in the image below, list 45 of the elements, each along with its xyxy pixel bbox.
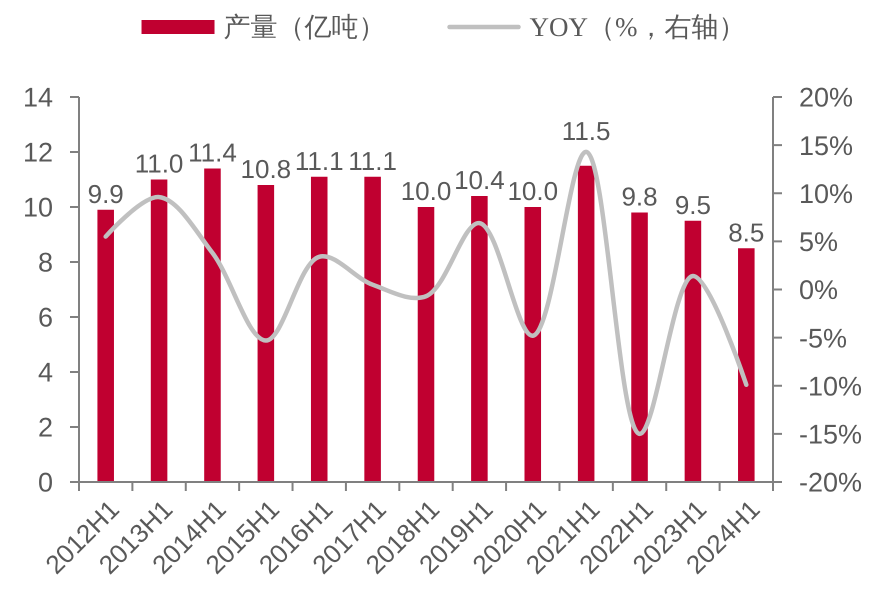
data-label: 11.1 [348, 146, 397, 176]
bar [684, 220, 702, 482]
data-label: 10.0 [507, 176, 558, 206]
bar [471, 196, 488, 482]
legend-label: YOY（%，右轴） [530, 12, 746, 42]
y2-tick-label: 5% [799, 227, 838, 258]
data-label: 8.5 [728, 217, 764, 248]
y-tick-label: 6 [38, 302, 53, 333]
data-label: 10.4 [454, 165, 505, 195]
data-label: 10.8 [240, 154, 292, 184]
bar [258, 185, 274, 482]
y2-tick-label: -5% [799, 323, 848, 354]
y2-tick-label: -10% [799, 371, 862, 402]
bar [524, 207, 542, 482]
y2-tick-label: 10% [799, 178, 854, 209]
y-tick-label: 2 [38, 412, 53, 443]
bar [418, 207, 434, 482]
bar [578, 166, 594, 482]
bar [364, 176, 381, 482]
bar [631, 212, 648, 482]
bar [204, 168, 221, 482]
data-label: 9.5 [674, 190, 711, 220]
y-tick-label: 10 [22, 192, 53, 223]
bar [97, 210, 114, 482]
y2-tick-label: -15% [799, 420, 862, 450]
data-label: 11.0 [134, 148, 184, 178]
data-label: 11.5 [562, 116, 610, 146]
y2-tick-label: 0% [799, 275, 838, 306]
y-tick-label: 8 [38, 248, 53, 278]
bar [150, 180, 168, 482]
data-label: 11.4 [188, 138, 237, 168]
y2-tick-label: 20% [799, 82, 854, 113]
y2-tick-label: -20% [799, 468, 862, 498]
data-label: 10.0 [400, 176, 452, 206]
y-tick-label: 14 [22, 82, 53, 113]
y-tick-label: 4 [38, 358, 53, 388]
bar [738, 248, 755, 482]
y-tick-label: 0 [38, 468, 53, 498]
data-label: 9.9 [88, 178, 124, 209]
bar [310, 176, 328, 482]
data-label: 9.8 [621, 182, 658, 212]
y-tick-label: 12 [22, 138, 53, 168]
y2-tick-label: 15% [799, 130, 854, 161]
data-label: 11.1 [294, 146, 344, 176]
legend-label: 产量（亿吨） [224, 12, 386, 42]
